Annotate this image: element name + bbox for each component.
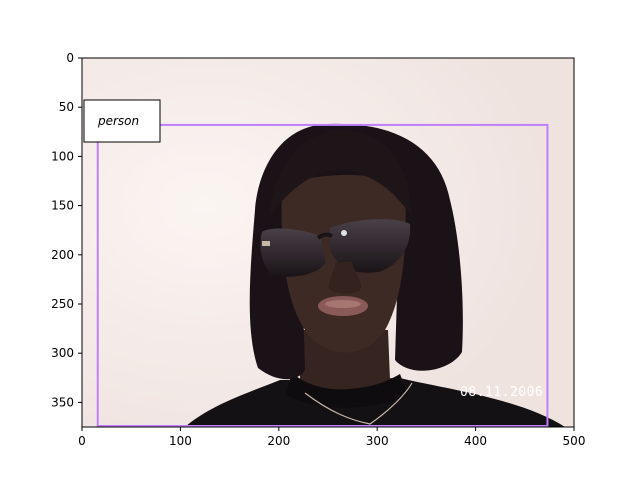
x-tick-label: 0 (78, 434, 86, 448)
x-axis: 0 100 200 300 400 500 (78, 427, 585, 448)
x-tick-label: 100 (169, 434, 192, 448)
y-tick-label: 350 (51, 395, 74, 409)
y-tick-label: 100 (51, 149, 74, 163)
x-tick-label: 400 (464, 434, 487, 448)
sunglasses (260, 219, 411, 277)
collar (286, 372, 408, 408)
detection-label-person: person (97, 114, 139, 128)
axes-frame (81, 57, 575, 428)
y-tick-label: 300 (51, 346, 74, 360)
y-tick-label: 0 (66, 51, 74, 65)
y-axis: 0 50 100 150 200 250 300 350 (51, 51, 82, 409)
detection-label-box: person (83, 99, 161, 143)
photo: 08.11.2006 (82, 58, 574, 427)
necklace (304, 382, 413, 425)
y-tick-label: 50 (59, 100, 74, 114)
x-tick-label: 200 (267, 434, 290, 448)
y-tick-label: 200 (51, 248, 74, 262)
y-tick-label: 150 (51, 199, 74, 213)
x-tick-label: 500 (563, 434, 586, 448)
x-tick-label: 300 (366, 434, 389, 448)
detection-box-person (96, 123, 549, 428)
y-tick-label: 250 (51, 297, 74, 311)
bangs (270, 130, 412, 218)
date-stamp: 08.11.2006 (460, 385, 543, 400)
nose (328, 262, 362, 294)
